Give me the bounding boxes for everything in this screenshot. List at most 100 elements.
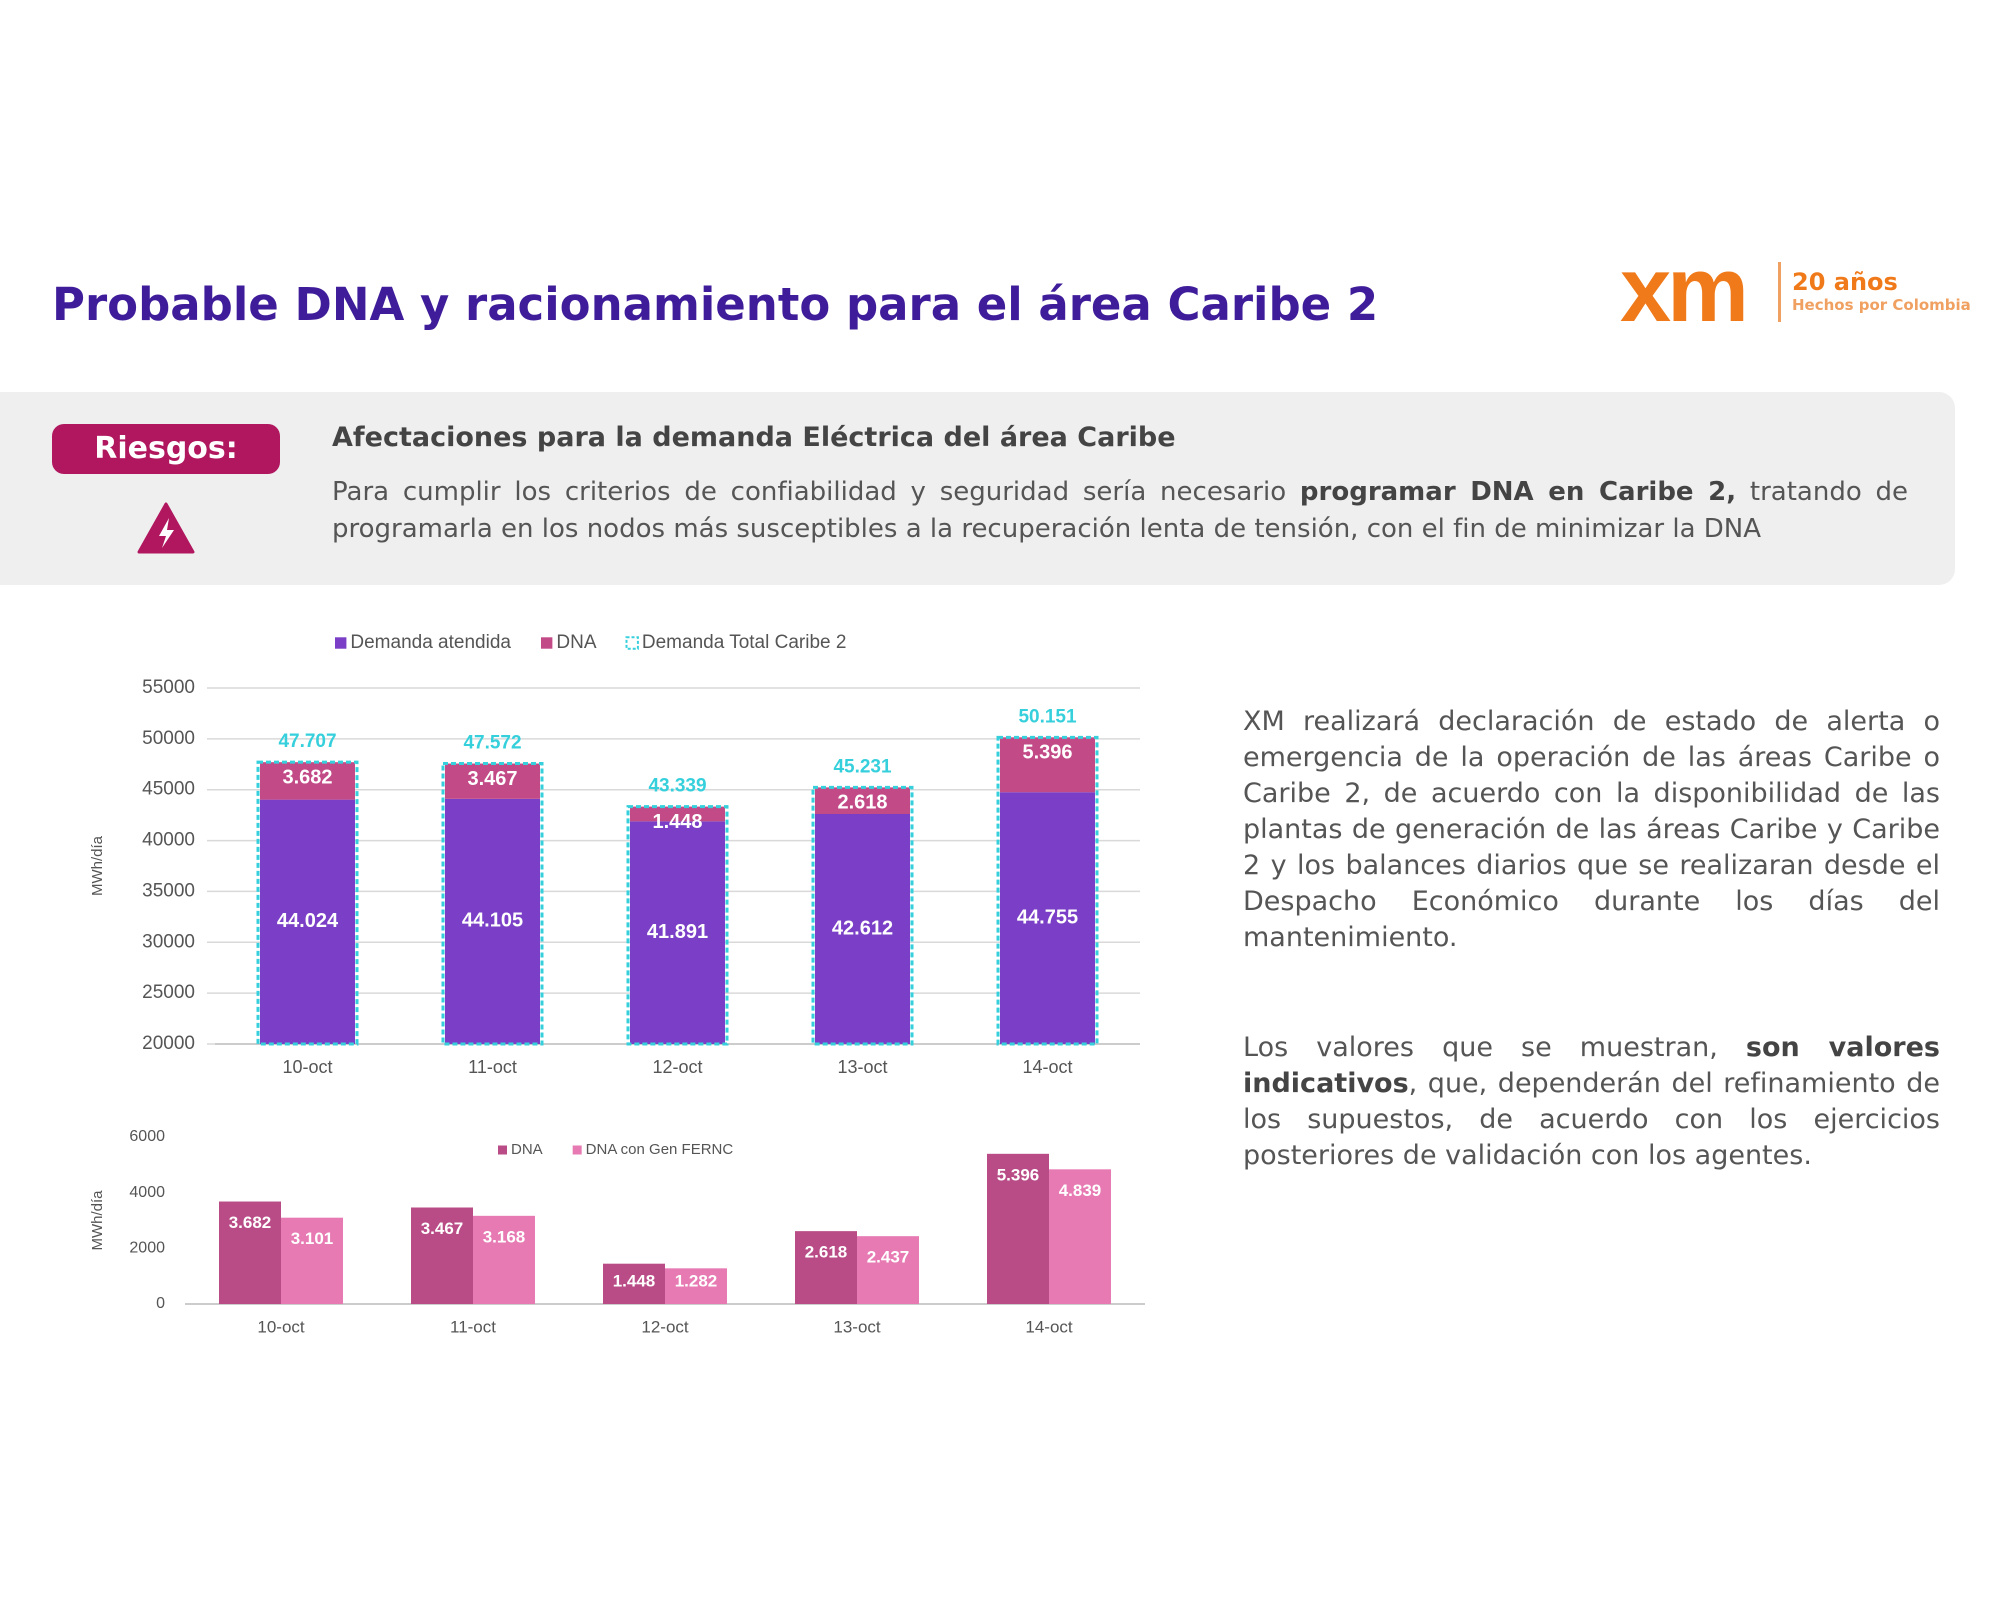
note: Los valores que se muestran, son valores… [1243, 1030, 1940, 1174]
y-tick-label: 40000 [142, 830, 195, 851]
value-label: 1.282 [675, 1271, 718, 1290]
bar [411, 1207, 473, 1304]
bar [857, 1236, 919, 1304]
y-tick-label: 0 [156, 1295, 165, 1312]
risk-heading: Afectaciones para la demanda Eléctrica d… [332, 422, 1176, 453]
legend-swatch [572, 1145, 582, 1155]
value-label: 2.437 [867, 1248, 910, 1267]
text-run: programar DNA en Caribe 2, [1299, 477, 1737, 507]
total-label: 43.339 [648, 776, 706, 797]
value-label: 3.467 [467, 768, 517, 790]
x-tick-label: 13-oct [833, 1317, 881, 1336]
value-label: 44.105 [462, 910, 523, 932]
text-run: Los valores que se muestran, [1243, 1032, 1746, 1063]
bar-segment [630, 821, 725, 1044]
text-run: Para cumplir los criterios de confiabili… [332, 477, 1300, 507]
logo-line: 20 años [1792, 268, 1898, 296]
total-outline [256, 760, 359, 1046]
bar [219, 1201, 281, 1304]
y-tick-label: 2000 [129, 1240, 165, 1257]
text-run: son valores indicativos [1243, 1032, 1940, 1099]
bar [603, 1263, 665, 1304]
value-label: 5.396 [1022, 742, 1072, 764]
value-label: 3.682 [282, 766, 332, 788]
note: XM realizará declaración de estado de al… [1243, 704, 1940, 956]
x-tick-label: 11-oct [468, 1057, 517, 1077]
bar-segment [445, 763, 540, 799]
x-tick-label: 12-oct [641, 1317, 689, 1336]
bar [473, 1215, 535, 1304]
total-label: 47.572 [463, 733, 521, 754]
total-outline [441, 762, 544, 1046]
x-tick-label: 14-oct [1025, 1317, 1073, 1336]
logo-separator [1778, 262, 1781, 322]
y-axis-label: MWh/día [89, 835, 106, 896]
value-label: 42.612 [832, 917, 893, 939]
y-tick-label: 4000 [129, 1184, 165, 1201]
warning-icon [137, 502, 195, 554]
x-tick-label: 14-oct [1022, 1057, 1072, 1077]
total-outline [811, 785, 914, 1046]
legend-swatch [625, 636, 639, 650]
y-tick-label: 25000 [142, 982, 195, 1003]
value-label: 2.618 [837, 792, 887, 814]
legend-swatch [540, 637, 553, 649]
value-label: 41.891 [647, 921, 708, 943]
text-run: , que, dependerán del refinamiento de lo… [1243, 1068, 1940, 1171]
legend-swatch [335, 637, 347, 649]
legend-label: DNA con Gen FERNC [586, 1141, 734, 1158]
total-label: 45.231 [833, 756, 892, 777]
x-tick-label: 11-oct [450, 1317, 496, 1336]
x-tick-label: 13-oct [837, 1057, 887, 1077]
x-tick-label: 10-oct [282, 1057, 332, 1077]
value-label: 2.618 [805, 1243, 848, 1262]
value-label: 3.101 [291, 1229, 334, 1248]
value-label: 44.755 [1017, 906, 1078, 928]
legend-label: DNA [511, 1141, 543, 1158]
total-label: 47.707 [278, 731, 336, 752]
total-outline [626, 805, 729, 1046]
y-axis-label: MWh/día [89, 1190, 106, 1251]
logo-line: Hechos por Colombia [1792, 296, 1971, 314]
value-label: 3.682 [229, 1213, 272, 1232]
legend-label: Demanda Total Caribe 2 [642, 632, 847, 653]
logo-mark: xm [1620, 239, 1749, 341]
total-label: 50.151 [1018, 706, 1077, 727]
value-label: 4.839 [1059, 1181, 1102, 1200]
legend-swatch [498, 1145, 507, 1155]
x-tick-label: 12-oct [652, 1057, 702, 1077]
risk-badge: Riesgos: [52, 424, 280, 474]
bar [795, 1231, 857, 1304]
bar-segment [815, 814, 910, 1044]
y-tick-label: 55000 [142, 677, 195, 698]
x-tick-label: 10-oct [257, 1317, 305, 1336]
bar [1049, 1169, 1111, 1304]
total-outline [996, 735, 1099, 1046]
bar-segment [815, 787, 910, 815]
title: Probable DNA y racionamiento para el áre… [52, 278, 1379, 331]
y-tick-label: 50000 [142, 728, 195, 749]
legend-label: DNA [556, 632, 596, 653]
bar [281, 1217, 343, 1304]
y-tick-label: 30000 [142, 931, 195, 952]
value-label: 1.448 [652, 811, 702, 833]
y-tick-label: 20000 [142, 1033, 195, 1054]
y-tick-label: 6000 [129, 1128, 165, 1145]
y-tick-label: 45000 [142, 779, 195, 800]
value-label: 44.024 [277, 910, 339, 932]
bar-segment [445, 798, 540, 1044]
bar-segment [260, 799, 355, 1044]
value-label: 1.448 [613, 1271, 656, 1290]
risk-panel [0, 392, 1955, 585]
risk-text: Para cumplir los criterios de confiabili… [332, 474, 1908, 548]
bar-segment [630, 806, 725, 822]
text-run: XM realizará declaración de estado de al… [1243, 706, 1940, 953]
value-label: 3.467 [421, 1219, 464, 1238]
text-run: tratando de programarla en los nodos más… [332, 477, 1909, 544]
bar [665, 1268, 727, 1304]
value-label: 3.168 [483, 1227, 526, 1246]
bar-segment [1000, 737, 1095, 793]
bar-segment [260, 762, 355, 800]
